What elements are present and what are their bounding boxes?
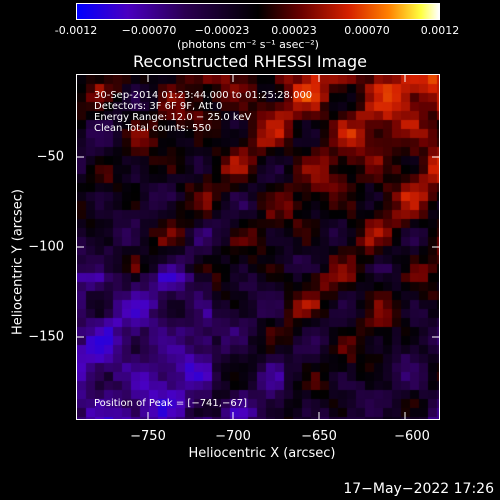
x-tick-label: −750 <box>130 429 166 444</box>
colorbar-tick: −0.00023 <box>194 24 250 37</box>
algorithm-counts-annotation: Clean Total counts: 550 <box>94 123 212 134</box>
image-title: Reconstructed RHESSI Image <box>133 52 367 71</box>
x-tick-label: −700 <box>215 429 251 444</box>
x-tick-label: −600 <box>394 429 430 444</box>
colorbar-tick: 0.0012 <box>420 24 460 37</box>
y-axis-label: Heliocentric Y (arcsec) <box>10 189 26 335</box>
y-tick-label: −100 <box>28 239 64 255</box>
colorbar <box>76 3 440 20</box>
x-tick-label: −650 <box>301 429 337 444</box>
energy-range-annotation: Energy Range: 12.0 − 25.0 keV <box>94 112 252 123</box>
colorbar-units: (photons cm⁻² s⁻¹ asec⁻²) <box>177 38 319 51</box>
y-tick-label: −50 <box>36 149 64 165</box>
y-tick-label: −150 <box>28 329 64 345</box>
detectors-annotation: Detectors: 3F 6F 9F, Att 0 <box>94 101 223 112</box>
time-range-annotation: 30-Sep-2014 01:23:44.000 to 01:25:28.000 <box>94 90 313 101</box>
peak-position-annotation: Position of Peak = [−741,−67] <box>94 398 247 409</box>
colorbar-tick: −0.00070 <box>121 24 177 37</box>
colorbar-tick: 0.00070 <box>344 24 390 37</box>
colorbar-tick: 0.00023 <box>271 24 317 37</box>
x-axis-label: Heliocentric X (arcsec) <box>188 446 336 461</box>
timestamp-footer: 17−May−2022 17:26 <box>343 481 494 497</box>
colorbar-tick: -0.0012 <box>54 24 98 37</box>
rhessi-image <box>77 75 439 419</box>
